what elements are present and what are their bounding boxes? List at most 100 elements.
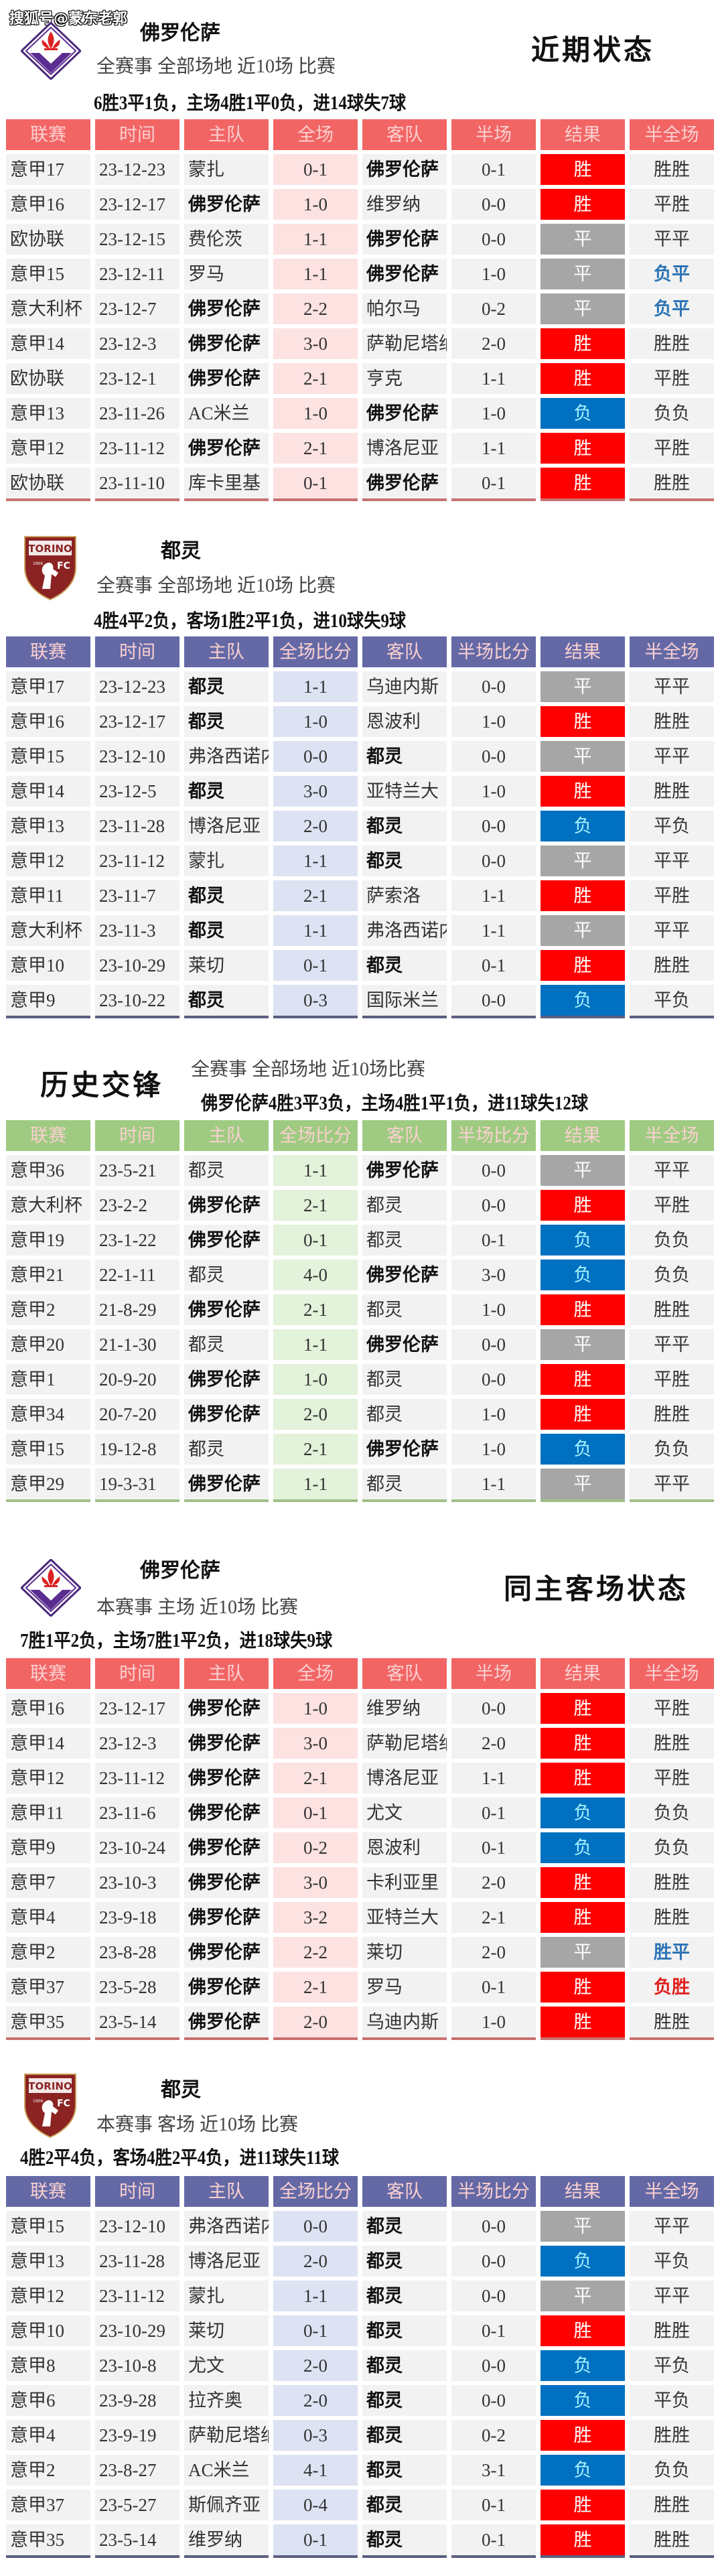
cell-full-time-score: 4-0 <box>273 1260 358 1290</box>
cell-half-full: 平平 <box>630 845 714 876</box>
cell-league: 意甲1 <box>6 1364 90 1395</box>
cell-league: 意甲14 <box>6 776 90 807</box>
cell-league: 意甲29 <box>6 1469 90 1499</box>
cell-home: AC米兰 <box>184 2455 269 2486</box>
cell-league: 意甲37 <box>6 2490 90 2520</box>
cell-half-time-score: 1-0 <box>451 259 536 289</box>
record-summary: 佛罗伦萨4胜3平3负，主场4胜1平1负，进11球失12球 <box>201 1093 589 1114</box>
cell-date: 23-12-7 <box>95 293 180 324</box>
cell-half-time-score: 0-1 <box>451 1798 536 1828</box>
cell-date: 23-12-3 <box>95 328 180 359</box>
cell-full-time-score: 2-0 <box>273 811 358 841</box>
column-header-home: 主队 <box>184 119 269 150</box>
cell-full-time-score: 0-3 <box>273 985 358 1016</box>
table-header: 联赛 时间 主队 全场比分 客队 半场比分 结果 半全场 <box>6 1120 714 1151</box>
cell-date: 23-12-15 <box>95 224 180 255</box>
cell-result: 负 <box>541 1225 625 1256</box>
cell-date: 23-12-5 <box>95 776 180 807</box>
cell-league: 意甲8 <box>6 2350 90 2381</box>
cell-full-time-score: 0-1 <box>273 1798 358 1828</box>
cell-half-full: 平平 <box>630 1329 714 1360</box>
table-header: 联赛 时间 主队 全场比分 客队 半场比分 结果 半全场 <box>6 2176 714 2207</box>
cell-away: 乌迪内斯 <box>362 2007 447 2037</box>
cell-home: 莱切 <box>184 2315 269 2346</box>
column-header-away: 客队 <box>362 1658 447 1689</box>
cell-result: 胜 <box>541 706 625 737</box>
cell-half-time-score: 0-0 <box>451 1190 536 1221</box>
cell-league: 意甲9 <box>6 985 90 1016</box>
cell-league: 意大利杯 <box>6 915 90 946</box>
cell-league: 意甲16 <box>6 189 90 220</box>
cell-half-full: 平负 <box>630 2385 714 2416</box>
cell-full-time-score: 1-1 <box>273 259 358 289</box>
cell-league: 意甲4 <box>6 2420 90 2451</box>
cell-away: 博洛尼亚 <box>362 1763 447 1793</box>
cell-half-time-score: 0-1 <box>451 1832 536 1863</box>
cell-result: 胜 <box>541 189 625 220</box>
svg-text:TORINO: TORINO <box>28 543 72 555</box>
cell-full-time-score: 1-0 <box>273 1693 358 1724</box>
team-title: 佛罗伦萨 <box>140 22 220 44</box>
cell-full-time-score: 2-1 <box>273 1434 358 1465</box>
cell-league: 意甲13 <box>6 811 90 841</box>
cell-away: 乌迪内斯 <box>362 671 447 702</box>
cell-league: 欧协联 <box>6 468 90 498</box>
cell-half-full: 负胜 <box>630 1972 714 2003</box>
section-heading-head-to-head: 历史交锋 <box>40 1069 164 1101</box>
table-header: 联赛 时间 主队 全场 客队 半场 结果 半全场 <box>6 119 714 150</box>
cell-full-time-score: 2-0 <box>273 1399 358 1430</box>
cell-half-full: 胜胜 <box>630 1294 714 1325</box>
table-bottom-border <box>6 2555 714 2558</box>
cell-result: 负 <box>541 1832 625 1863</box>
cell-away: 尤文 <box>362 1798 447 1828</box>
cell-half-time-score: 0-1 <box>451 1972 536 2003</box>
cell-half-full: 平胜 <box>630 1190 714 1221</box>
cell-league: 意甲10 <box>6 950 90 981</box>
column-header-league: 联赛 <box>6 1658 90 1689</box>
cell-half-time-score: 1-0 <box>451 398 536 429</box>
cell-half-time-score: 0-1 <box>451 154 536 185</box>
cell-date: 23-12-17 <box>95 706 180 737</box>
cell-half-time-score: 1-1 <box>451 433 536 464</box>
cell-half-full: 平负 <box>630 811 714 841</box>
table-row: 意甲14 23-12-5 都灵 3-0 亚特兰大 1-0 胜胜胜 <box>6 776 714 807</box>
cell-full-time-score: 0-1 <box>273 950 358 981</box>
cell-away: 恩波利 <box>362 1832 447 1863</box>
cell-home: 都灵 <box>184 671 269 702</box>
cell-half-time-score: 0-0 <box>451 2350 536 2381</box>
table-row: 意甲13 23-11-26 AC米兰 1-0 佛罗伦萨 1-0 负负负 <box>6 398 714 429</box>
cell-home: 弗洛西诺内 <box>184 741 269 772</box>
cell-date: 23-11-7 <box>95 880 180 911</box>
record-summary: 7胜1平2负，主场7胜1平2负，进18球失9球 <box>20 1631 333 1651</box>
cell-league: 意甲12 <box>6 845 90 876</box>
cell-full-time-score: 2-0 <box>273 2350 358 2381</box>
column-header-half-full: 半全场 <box>630 119 714 150</box>
cell-result: 平 <box>541 671 625 702</box>
cell-away: 都灵 <box>362 1190 447 1221</box>
cell-date: 23-11-6 <box>95 1798 180 1828</box>
column-header-league: 联赛 <box>6 636 90 667</box>
cell-away: 都灵 <box>362 2524 447 2555</box>
cell-league: 意甲15 <box>6 259 90 289</box>
cell-full-time-score: 0-1 <box>273 154 358 185</box>
cell-result: 平 <box>541 2281 625 2311</box>
table-row: 意甲20 21-1-30 都灵 1-1 佛罗伦萨 0-0 平平平 <box>6 1329 714 1360</box>
cell-result: 胜 <box>541 2524 625 2555</box>
cell-date: 23-2-2 <box>95 1190 180 1221</box>
torino-logo: TORINO FC 1906 <box>22 534 78 604</box>
cell-league: 意甲14 <box>6 1728 90 1759</box>
cell-half-time-score: 2-1 <box>451 1902 536 1933</box>
table-row: 意甲21 22-1-11 都灵 4-0 佛罗伦萨 3-0 负负负 <box>6 1260 714 1290</box>
cell-result: 负 <box>541 2385 625 2416</box>
cell-home: 蒙扎 <box>184 2281 269 2311</box>
cell-half-time-score: 0-0 <box>451 1364 536 1395</box>
column-header-full-time-score: 全场 <box>273 1658 358 1689</box>
table-row: 意甲16 23-12-17 佛罗伦萨 1-0 维罗纳 0-0 胜平胜 <box>6 189 714 220</box>
cell-full-time-score: 1-1 <box>273 224 358 255</box>
cell-half-time-score: 3-0 <box>451 1260 536 1290</box>
cell-result: 胜 <box>541 363 625 394</box>
cell-full-time-score: 0-1 <box>273 2315 358 2346</box>
cell-half-full: 负负 <box>630 1434 714 1465</box>
cell-result: 平 <box>541 1469 625 1499</box>
